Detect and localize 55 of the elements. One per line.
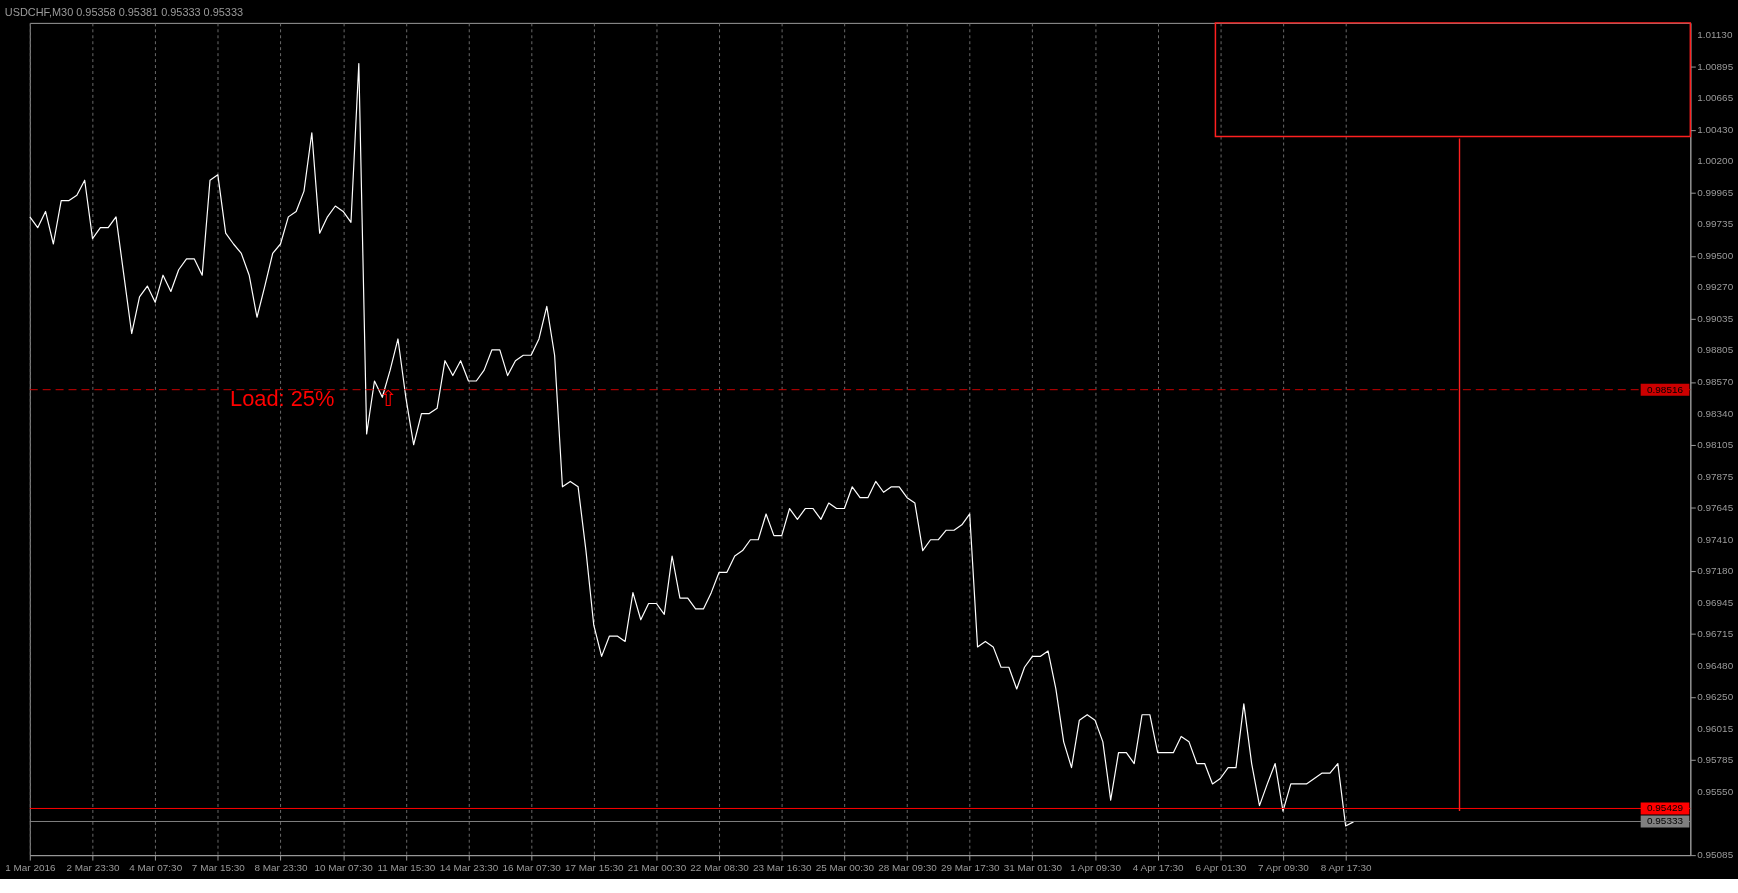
x-tick-label: 7 Mar 15:30 <box>191 861 246 873</box>
ref-line-label: 0.95333 <box>1647 815 1684 827</box>
ref-line-label: 0.98516 <box>1647 383 1684 395</box>
x-tick-label: 1 Mar 2016 <box>5 861 56 873</box>
x-tick-label: 17 Mar 15:30 <box>565 861 624 873</box>
x-tick-label: 25 Mar 00:30 <box>815 861 875 873</box>
y-tick-label: 0.99735 <box>1697 218 1734 230</box>
chart-title: USDCHF,M30 0.95358 0.95381 0.95333 0.95333 <box>4 6 244 19</box>
y-tick-label: 1.00200 <box>1697 155 1734 167</box>
y-tick-label: 0.98105 <box>1697 439 1734 451</box>
y-tick-label: 0.99270 <box>1697 281 1734 293</box>
y-tick-label: 0.98805 <box>1697 344 1734 356</box>
y-tick-label: 0.96480 <box>1697 659 1734 671</box>
y-tick-label: 0.97645 <box>1697 501 1734 513</box>
x-tick-label: 31 Mar 01:30 <box>1003 861 1063 873</box>
line-series <box>29 62 1355 827</box>
annotation: ⇧ <box>379 386 398 412</box>
x-tick-label: 21 Mar 00:30 <box>627 861 687 873</box>
y-tick-label: 1.00895 <box>1697 60 1734 72</box>
y-tick-label: 0.95085 <box>1697 849 1734 861</box>
y-tick-label: 0.95785 <box>1697 754 1734 766</box>
y-tick-label: 0.96015 <box>1697 722 1734 734</box>
y-tick-label: 0.99500 <box>1697 250 1734 262</box>
annotation: Load: 25% <box>230 386 335 412</box>
x-tick-label: 28 Mar 09:30 <box>878 861 938 873</box>
x-tick-label: 8 Apr 17:30 <box>1320 861 1372 873</box>
y-tick-label: 1.01130 <box>1697 29 1733 41</box>
x-tick-label: 4 Mar 07:30 <box>129 861 183 873</box>
y-tick-label: 0.96250 <box>1697 691 1734 703</box>
x-tick-label: 7 Apr 09:30 <box>1258 861 1310 873</box>
y-tick-label: 0.97875 <box>1697 470 1734 482</box>
x-tick-label: 22 Mar 08:30 <box>690 861 750 873</box>
ref-line-label: 0.95429 <box>1647 802 1684 814</box>
x-tick-label: 23 Mar 16:30 <box>753 861 812 873</box>
x-tick-label: 14 Mar 23:30 <box>439 861 499 873</box>
x-tick-label: 10 Mar 07:30 <box>314 861 374 873</box>
x-tick-label: 11 Mar 15:30 <box>377 861 436 873</box>
y-tick-label: 0.98340 <box>1697 407 1734 419</box>
x-tick-label: 6 Apr 01:30 <box>1195 861 1247 873</box>
y-tick-label: 1.00430 <box>1697 124 1734 136</box>
x-tick-label: 8 Mar 23:30 <box>254 861 308 873</box>
x-tick-label: 29 Mar 17:30 <box>940 861 1000 873</box>
y-tick-label: 0.97180 <box>1697 564 1734 576</box>
x-tick-label: 2 Mar 23:30 <box>66 861 120 873</box>
x-tick-label: 16 Mar 07:30 <box>502 861 562 873</box>
y-tick-label: 0.95550 <box>1697 786 1734 798</box>
y-tick-label: 0.99035 <box>1697 313 1734 325</box>
y-tick-label: 0.98570 <box>1697 376 1734 388</box>
y-tick-label: 0.96715 <box>1697 627 1734 639</box>
y-tick-label: 1.00665 <box>1697 92 1734 104</box>
x-tick-label: 1 Apr 09:30 <box>1070 861 1122 873</box>
y-tick-label: 0.99965 <box>1697 187 1734 199</box>
y-tick-label: 0.96945 <box>1697 596 1734 608</box>
y-tick-label: 0.97410 <box>1697 533 1734 545</box>
x-tick-label: 4 Apr 17:30 <box>1132 861 1185 873</box>
